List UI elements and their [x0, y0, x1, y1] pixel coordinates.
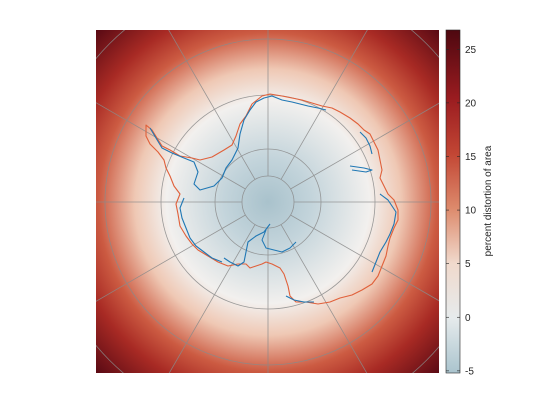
colorbar-tick-label: 15	[465, 152, 477, 163]
meridian-line	[96, 102, 246, 190]
colorbar-tick-label: 0	[465, 313, 471, 324]
distortion-field	[96, 30, 439, 373]
meridian-line	[290, 214, 439, 302]
colorbar-tick-label: 25	[465, 45, 477, 56]
meridian-line	[280, 224, 368, 373]
grounding-line	[149, 95, 397, 303]
meridian-line	[168, 224, 256, 373]
grounding-line-inner	[261, 229, 297, 253]
colorbar-tick-label: 20	[465, 98, 477, 109]
colorbar: 25 20 15 10 5 0 -5 percent distortion of area	[445, 29, 494, 377]
meridian-line	[96, 214, 246, 302]
antarctica-coastline	[145, 93, 399, 305]
meridian-line	[168, 30, 256, 180]
meridian-line	[280, 30, 368, 180]
ice-shelf-edge	[145, 93, 399, 305]
colorbar-ticks: 25 20 15 10 5 0 -5	[446, 45, 477, 377]
colorbar-tick-label: -5	[465, 366, 474, 377]
colorbar-tick-label: 10	[465, 206, 477, 217]
colorbar-tick-label: 5	[465, 259, 471, 270]
colorbar-label: percent distortion of area	[483, 145, 494, 256]
meridian-line	[290, 102, 439, 190]
colorbar-ramp	[445, 29, 461, 374]
